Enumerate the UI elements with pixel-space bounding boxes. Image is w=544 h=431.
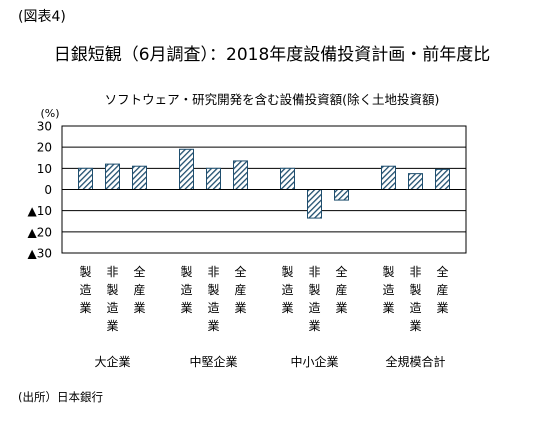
group-label: 大企業 bbox=[94, 354, 130, 369]
x-tick-label: 製造業 bbox=[79, 265, 91, 315]
group-label: 中堅企業 bbox=[189, 354, 237, 369]
x-tick-label: 非製造業 bbox=[409, 265, 421, 333]
y-tick-label: 20 bbox=[37, 141, 52, 155]
x-tick-label: 全産業 bbox=[234, 264, 246, 315]
x-tick-label: 非製造業 bbox=[106, 265, 118, 333]
x-tick-label: 全産業 bbox=[133, 264, 145, 315]
bar bbox=[408, 173, 423, 190]
bar bbox=[381, 165, 396, 190]
y-axis-label: (%) bbox=[40, 107, 59, 120]
bar bbox=[334, 189, 349, 201]
y-tick-label: ▲10 bbox=[28, 204, 53, 218]
y-tick-label: 10 bbox=[37, 162, 52, 176]
group-label: 中小企業 bbox=[290, 354, 338, 369]
bar bbox=[105, 163, 120, 191]
x-tick-label: 製造業 bbox=[382, 265, 394, 315]
y-tick-label: 30 bbox=[37, 120, 52, 134]
x-tick-label: 製造業 bbox=[180, 265, 192, 315]
x-tick-label: 非製造業 bbox=[207, 265, 219, 333]
y-tick-label: 0 bbox=[44, 183, 52, 197]
bar bbox=[179, 148, 194, 191]
bar bbox=[206, 167, 221, 190]
bar bbox=[233, 160, 248, 191]
page-title: 日銀短観（6月調査）：2018年度設備投資計画・前年度比 bbox=[53, 45, 491, 65]
chart-title: ソフトウェア・研究開発を含む設備投資額(除く土地投資額) bbox=[104, 92, 440, 107]
x-tick-label: 全産業 bbox=[335, 264, 347, 315]
source-note: (出所）日本銀行 bbox=[18, 390, 103, 404]
bar bbox=[280, 167, 295, 190]
y-tick-label: ▲30 bbox=[28, 247, 53, 261]
y-tick-label: ▲20 bbox=[28, 225, 53, 239]
group-label: 全規模合計 bbox=[385, 354, 445, 369]
x-tick-label: 全産業 bbox=[436, 264, 448, 315]
bar bbox=[132, 165, 147, 190]
bar bbox=[307, 189, 322, 219]
figure-label: (図表4) bbox=[18, 9, 66, 25]
bar bbox=[78, 167, 93, 190]
x-tick-label: 製造業 bbox=[281, 265, 293, 315]
x-tick-label: 非製造業 bbox=[308, 265, 320, 333]
bar bbox=[435, 168, 450, 190]
